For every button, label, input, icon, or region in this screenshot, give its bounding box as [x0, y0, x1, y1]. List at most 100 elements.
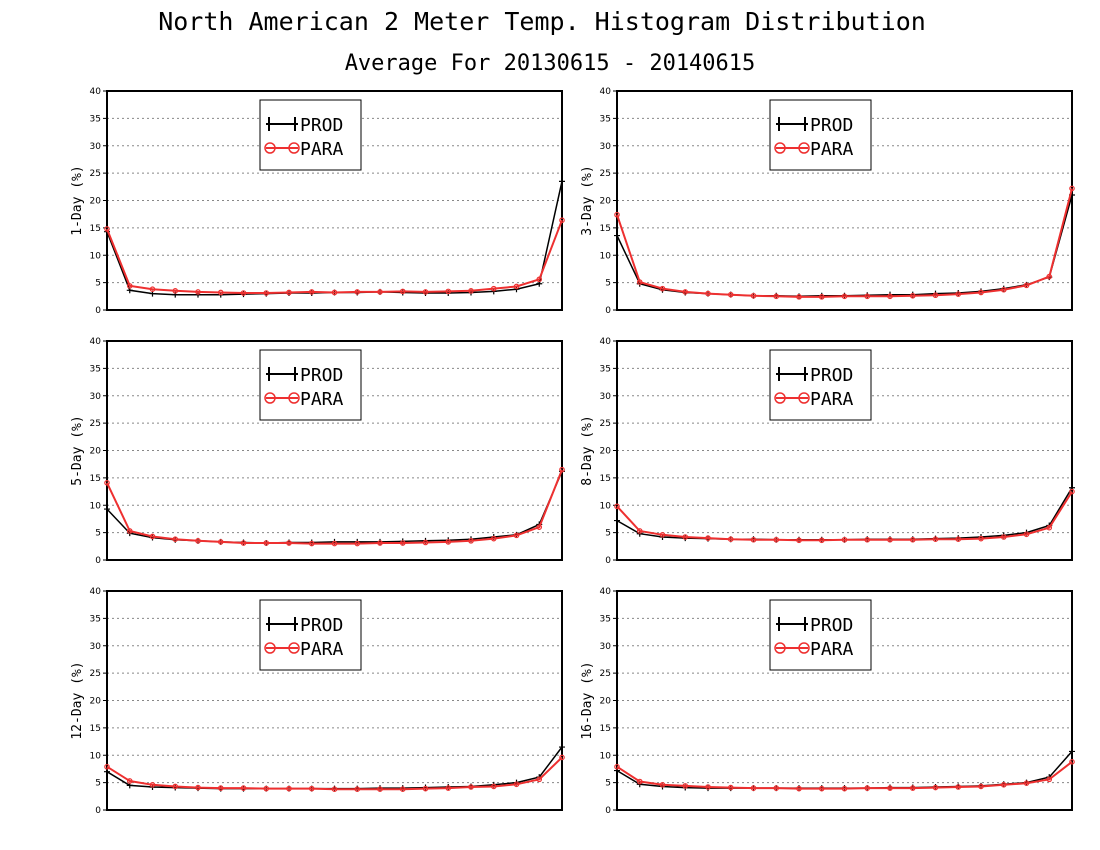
data-point-para	[727, 536, 734, 542]
data-point-para	[636, 778, 643, 785]
data-point-para	[377, 786, 383, 792]
series-line-para	[106, 469, 563, 545]
legend-marker-para	[798, 392, 810, 404]
legend-marker-para	[288, 142, 300, 154]
legend-label-para: PARA	[810, 389, 854, 410]
legend-box	[259, 349, 362, 421]
data-point-para	[354, 540, 361, 547]
data-point-para	[195, 784, 201, 791]
plot-frame	[616, 340, 1073, 561]
data-point-para	[705, 290, 711, 297]
data-point-para	[195, 289, 201, 295]
y-tick-label: 10	[600, 751, 612, 761]
panel-16-day: 0 5 10 15 20 25 30 35 40 16-Day (%) PROD PARA	[580, 587, 1075, 816]
y-tick-label: 40	[90, 337, 102, 347]
data-point-para	[399, 540, 406, 546]
legend-label-para: PARA	[300, 389, 344, 410]
data-point-prod	[104, 768, 110, 775]
data-point-para	[796, 537, 802, 544]
y-tick-label: 0	[605, 556, 611, 566]
legend: PROD PARA	[259, 599, 362, 671]
y-tick-label: 15	[90, 474, 101, 484]
y-tick-label: 40	[600, 337, 612, 347]
y-axis-label: 8-Day (%)	[580, 415, 595, 485]
data-point-para	[978, 535, 984, 542]
data-point-para	[308, 540, 315, 547]
y-tick-label: 0	[605, 306, 611, 316]
data-point-para	[887, 293, 893, 300]
data-point-para	[217, 289, 224, 296]
y-tick-label: 25	[90, 169, 101, 179]
y-tick-label: 35	[600, 364, 611, 374]
data-point-para	[240, 785, 247, 791]
data-point-para	[955, 784, 962, 790]
legend-box	[769, 349, 872, 421]
data-point-para	[773, 785, 780, 791]
data-point-para	[240, 540, 247, 546]
data-point-para	[149, 782, 156, 788]
data-point-para	[841, 293, 848, 300]
series-line-prod	[106, 181, 563, 296]
y-axis-label: 1-Day (%)	[70, 165, 85, 235]
series-line-para	[616, 761, 1073, 790]
data-point-para	[331, 786, 338, 792]
legend-marker-para	[798, 142, 810, 154]
data-point-para	[490, 285, 497, 292]
data-point-para	[864, 293, 871, 300]
data-point-para	[468, 784, 474, 790]
legend: PROD PARA	[259, 349, 362, 421]
y-tick-label: 0	[605, 806, 611, 816]
legend-box	[259, 599, 362, 671]
data-point-para	[978, 289, 984, 296]
legend-label-prod: PROD	[300, 115, 343, 136]
legend-label-prod: PROD	[810, 615, 853, 636]
data-point-para	[445, 288, 452, 295]
y-tick-label: 30	[90, 392, 102, 402]
legend-label-prod: PROD	[300, 365, 343, 386]
data-point-para	[126, 778, 133, 784]
data-point-para	[727, 784, 734, 791]
y-tick-label: 15	[600, 724, 611, 734]
y-tick-label: 5	[605, 529, 611, 539]
data-point-para	[1046, 273, 1053, 280]
panel-8-day: 0 5 10 15 20 25 30 35 40 8-Day (%) PROD PARA	[580, 337, 1075, 566]
data-point-para	[331, 540, 338, 547]
data-point-para	[172, 536, 179, 542]
y-tick-label: 0	[95, 806, 101, 816]
data-point-prod	[614, 232, 620, 239]
y-tick-label: 30	[600, 142, 612, 152]
y-axis-label: 16-Day (%)	[580, 661, 595, 739]
legend-label-para: PARA	[810, 639, 854, 660]
data-point-para	[659, 285, 666, 292]
y-tick-label: 10	[600, 251, 612, 261]
data-point-para	[1046, 776, 1053, 783]
data-point-para	[354, 289, 361, 295]
data-point-para	[308, 289, 315, 295]
data-point-para	[263, 785, 270, 792]
data-point-para	[445, 539, 452, 545]
legend-label-para: PARA	[300, 639, 344, 660]
data-point-para	[422, 289, 429, 295]
data-point-para	[104, 226, 110, 232]
legend-label-prod: PROD	[810, 365, 853, 386]
plot-frame	[616, 90, 1073, 311]
data-point-para	[149, 286, 156, 292]
panel-3-day: 0 5 10 15 20 25 30 35 40 3-Day (%) PROD PARA	[580, 87, 1075, 316]
plot-frame	[616, 590, 1073, 811]
data-point-para	[659, 532, 666, 538]
data-point-para	[513, 283, 520, 290]
y-tick-label: 15	[90, 224, 101, 234]
data-point-para	[1000, 782, 1007, 788]
data-point-para	[399, 786, 406, 792]
data-point-para	[490, 783, 497, 790]
data-point-para	[104, 763, 110, 770]
data-point-para	[377, 540, 383, 546]
data-point-para	[932, 292, 939, 299]
data-point-para	[217, 785, 224, 791]
data-point-para	[978, 783, 984, 790]
data-point-para	[263, 290, 270, 296]
data-point-para	[286, 289, 292, 296]
data-point-prod	[104, 506, 110, 513]
data-point-prod	[559, 178, 565, 185]
y-tick-label: 25	[600, 419, 611, 429]
